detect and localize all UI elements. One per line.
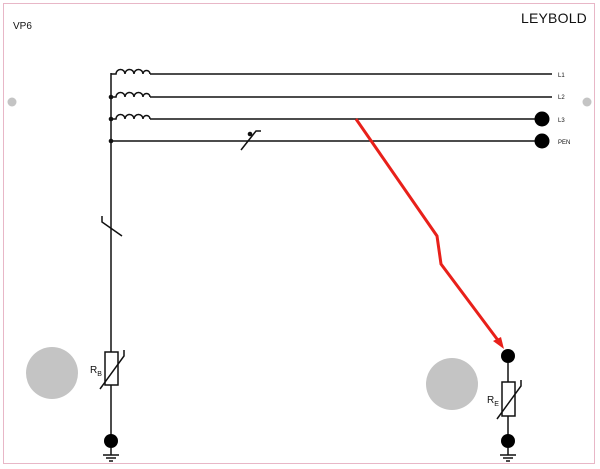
fault-arrowhead: [493, 337, 504, 349]
mount-disc-right: [426, 358, 478, 410]
terminal-l3[interactable]: [534, 111, 550, 127]
mount-disc-left: [26, 347, 78, 399]
label-l1: L1: [558, 73, 565, 79]
winding-l1: [111, 68, 151, 75]
junction-dot: [108, 94, 114, 100]
terminal-rb-ground[interactable]: [104, 434, 118, 448]
pen-break-mark: [240, 130, 261, 151]
terminal-re-ground[interactable]: [501, 434, 515, 448]
mount-hole-left: [7, 97, 17, 107]
junction-dot: [247, 131, 253, 137]
label-re: RE: [487, 395, 499, 408]
rb-variable-arrow: [99, 350, 125, 390]
winding-l2: [111, 91, 151, 98]
re-variable-arrow: [496, 380, 522, 420]
label-rb: RB: [90, 365, 102, 378]
terminal-pen[interactable]: [534, 133, 550, 149]
ground-symbol: [103, 454, 119, 462]
resistor-re: [501, 381, 516, 417]
fault-current-arrow: [354, 118, 502, 344]
label-l2: L2: [558, 95, 565, 101]
panel-frame: [3, 3, 595, 464]
vertical-break-mark: [101, 216, 123, 237]
label-l3: L3: [558, 118, 565, 124]
junction-dot: [108, 116, 114, 122]
terminal-re-top[interactable]: [501, 349, 515, 363]
ground-symbol: [500, 454, 516, 462]
mount-hole-right: [582, 97, 592, 107]
brand-label: LEYBOLD: [521, 10, 587, 26]
winding-l3: [111, 113, 151, 120]
label-pen: PEN: [558, 140, 570, 146]
junction-dot: [108, 138, 114, 144]
panel-id-label: VP6: [13, 21, 32, 32]
